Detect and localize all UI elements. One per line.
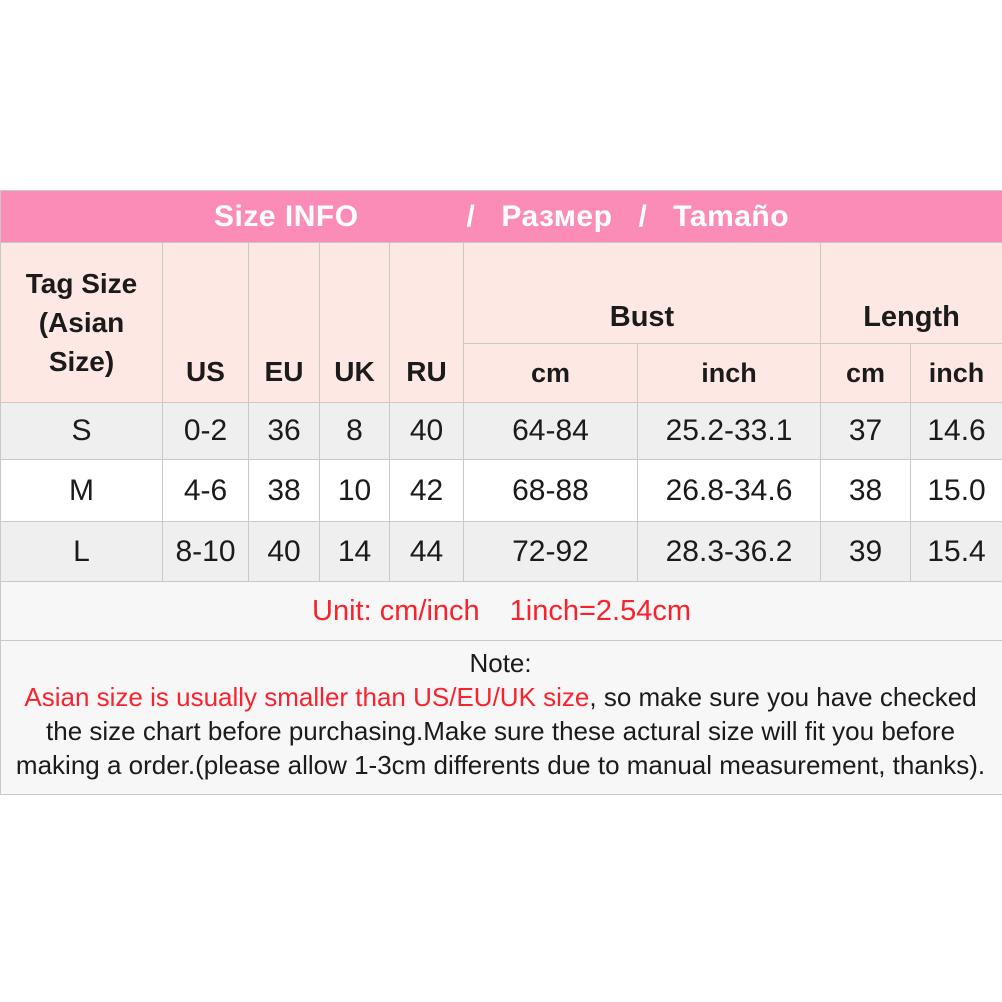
size-chart-container: Size INFO / Размер / Tamaño Tag Size (As…: [0, 190, 1002, 795]
cell-bust-cm: 68-88: [463, 459, 638, 522]
note-cell: Note: Asian size is usually smaller than…: [0, 640, 1002, 795]
note-row: Note: Asian size is usually smaller than…: [0, 640, 1002, 795]
cell-bust-cm: 64-84: [463, 402, 638, 460]
cell-ru: 44: [389, 521, 464, 582]
header-length-cm: cm: [820, 343, 911, 403]
title-razmer: Размер: [501, 199, 613, 233]
header-ru: RU: [389, 242, 464, 403]
title-tamano: Tamaño: [673, 199, 790, 233]
title-separator: /: [466, 199, 476, 233]
header-length-inch: inch: [909, 343, 1002, 403]
size-chart-table: Size INFO / Размер / Tamaño Tag Size (As…: [0, 190, 1002, 795]
cell-tag: M: [0, 459, 163, 522]
header-row-1: Tag Size (Asian Size) US EU UK RU Bust L…: [0, 242, 1002, 403]
header-bust: Bust: [463, 242, 821, 344]
cell-length-inch: 14.6: [909, 402, 1002, 460]
cell-bust-cm: 72-92: [463, 521, 638, 582]
cell-us: 0-2: [162, 402, 249, 460]
title-bar: Size INFO / Размер / Tamaño: [0, 190, 1002, 243]
cell-bust-inch: 25.2-33.1: [637, 402, 821, 460]
note-black-text: , so make sure you have checked the size…: [15, 682, 986, 780]
cell-ru: 42: [389, 459, 464, 522]
cell-uk: 10: [319, 459, 390, 522]
cell-ru: 40: [389, 402, 464, 460]
cell-tag: S: [0, 402, 163, 460]
title-size-info: Size INFO: [214, 199, 359, 233]
note-label: Note:: [469, 648, 532, 678]
unit-conversion: 1inch=2.54cm: [509, 594, 692, 627]
header-bust-cm: cm: [463, 343, 638, 403]
cell-bust-inch: 28.3-36.2: [637, 521, 821, 582]
note-body: Asian size is usually smaller than US/EU…: [9, 680, 992, 782]
title-bar-row: Size INFO / Размер / Tamaño: [0, 190, 1002, 243]
cell-tag: L: [0, 521, 163, 582]
cell-eu: 36: [248, 402, 320, 460]
table-row-size-m: M 4-6 38 10 42 68-88 26.8-34.6 38 15.0: [0, 459, 1002, 522]
header-bust-inch: inch: [637, 343, 821, 403]
cell-length-cm: 39: [820, 521, 911, 582]
header-us: US: [162, 242, 249, 403]
title-separator: /: [638, 199, 648, 233]
unit-cell: Unit: cm/inch 1inch=2.54cm: [0, 581, 1002, 641]
cell-length-cm: 37: [820, 402, 911, 460]
header-length: Length: [819, 242, 1002, 344]
cell-eu: 38: [248, 459, 320, 522]
cell-uk: 14: [319, 521, 390, 582]
cell-bust-inch: 26.8-34.6: [637, 459, 821, 522]
unit-text: Unit: cm/inch 1inch=2.54cm: [2, 595, 1001, 628]
cell-uk: 8: [319, 402, 390, 460]
header-eu: EU: [248, 242, 320, 403]
cell-us: 4-6: [162, 459, 249, 522]
unit-row: Unit: cm/inch 1inch=2.54cm: [0, 581, 1002, 641]
note-red-text: Asian size is usually smaller than US/EU…: [24, 682, 590, 712]
cell-length-inch: 15.0: [909, 459, 1002, 522]
header-tag-size: Tag Size (Asian Size): [0, 242, 163, 403]
cell-length-cm: 38: [820, 459, 911, 522]
cell-eu: 40: [248, 521, 320, 582]
table-row-size-l: L 8-10 40 14 44 72-92 28.3-36.2 39 15.4: [0, 521, 1002, 582]
header-uk: UK: [319, 242, 390, 403]
header-row-2: cm inch cm inch: [1, 343, 1002, 403]
unit-label: Unit: cm/inch: [312, 594, 480, 627]
table-row-size-s: S 0-2 36 8 40 64-84 25.2-33.1 37 14.6: [0, 402, 1002, 460]
chart-title: Size INFO / Размер / Tamaño: [2, 200, 1001, 234]
cell-us: 8-10: [162, 521, 249, 582]
cell-length-inch: 15.4: [909, 521, 1002, 582]
